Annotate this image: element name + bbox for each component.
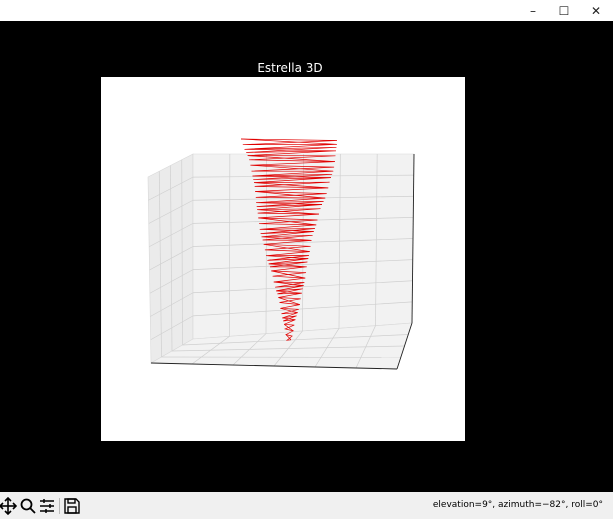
configure-subplots-icon	[40, 499, 54, 513]
grid-line	[182, 334, 409, 346]
zoom-button[interactable]	[18, 496, 38, 516]
navigation-toolbar: elevation=9°, azimuth=−82°, roll=0°	[0, 492, 613, 519]
save-icon	[64, 498, 80, 514]
close-button[interactable]: ✕	[590, 3, 602, 18]
plot-3d-svg[interactable]	[101, 77, 465, 441]
pan-button[interactable]	[0, 496, 18, 516]
grid-line	[192, 301, 413, 317]
grid-line	[192, 238, 414, 247]
grid-lines	[148, 153, 414, 369]
figure-title: Estrella 3D	[257, 61, 323, 75]
toolbar-separator	[59, 498, 60, 514]
star-cross-strokes	[240, 138, 337, 341]
grid-line	[148, 176, 194, 201]
pan-icon	[0, 497, 17, 515]
grid-line	[150, 315, 194, 341]
view-status-text: elevation=9°, azimuth=−82°, roll=0°	[432, 500, 603, 510]
grid-line	[192, 259, 413, 270]
grid-line	[149, 246, 194, 271]
save-button[interactable]	[62, 496, 82, 516]
zoom-icon	[20, 498, 36, 514]
grid-line	[150, 292, 194, 317]
grid-line	[148, 223, 194, 248]
grid-line	[192, 195, 414, 201]
maximize-button[interactable]: ☐	[558, 3, 570, 18]
minimize-button[interactable]: –	[530, 3, 536, 18]
axis-edges	[150, 153, 415, 370]
grid-line	[148, 199, 194, 224]
star-curve	[240, 138, 338, 341]
axes-3d[interactable]	[101, 77, 465, 441]
grid-line	[149, 269, 194, 294]
configure-subplots-button[interactable]	[37, 496, 57, 516]
grid-line	[161, 356, 401, 358]
star-3d-lines	[240, 138, 338, 341]
grid-line	[192, 280, 413, 294]
y-axis-line	[396, 322, 413, 370]
x-axis-line	[150, 362, 398, 370]
window-titlebar: – ☐ ✕	[0, 0, 613, 21]
figure-canvas[interactable]: Estrella 3D	[0, 21, 613, 492]
grid-line	[171, 345, 405, 352]
z-axis-line	[411, 153, 415, 324]
grid-line	[192, 217, 414, 224]
